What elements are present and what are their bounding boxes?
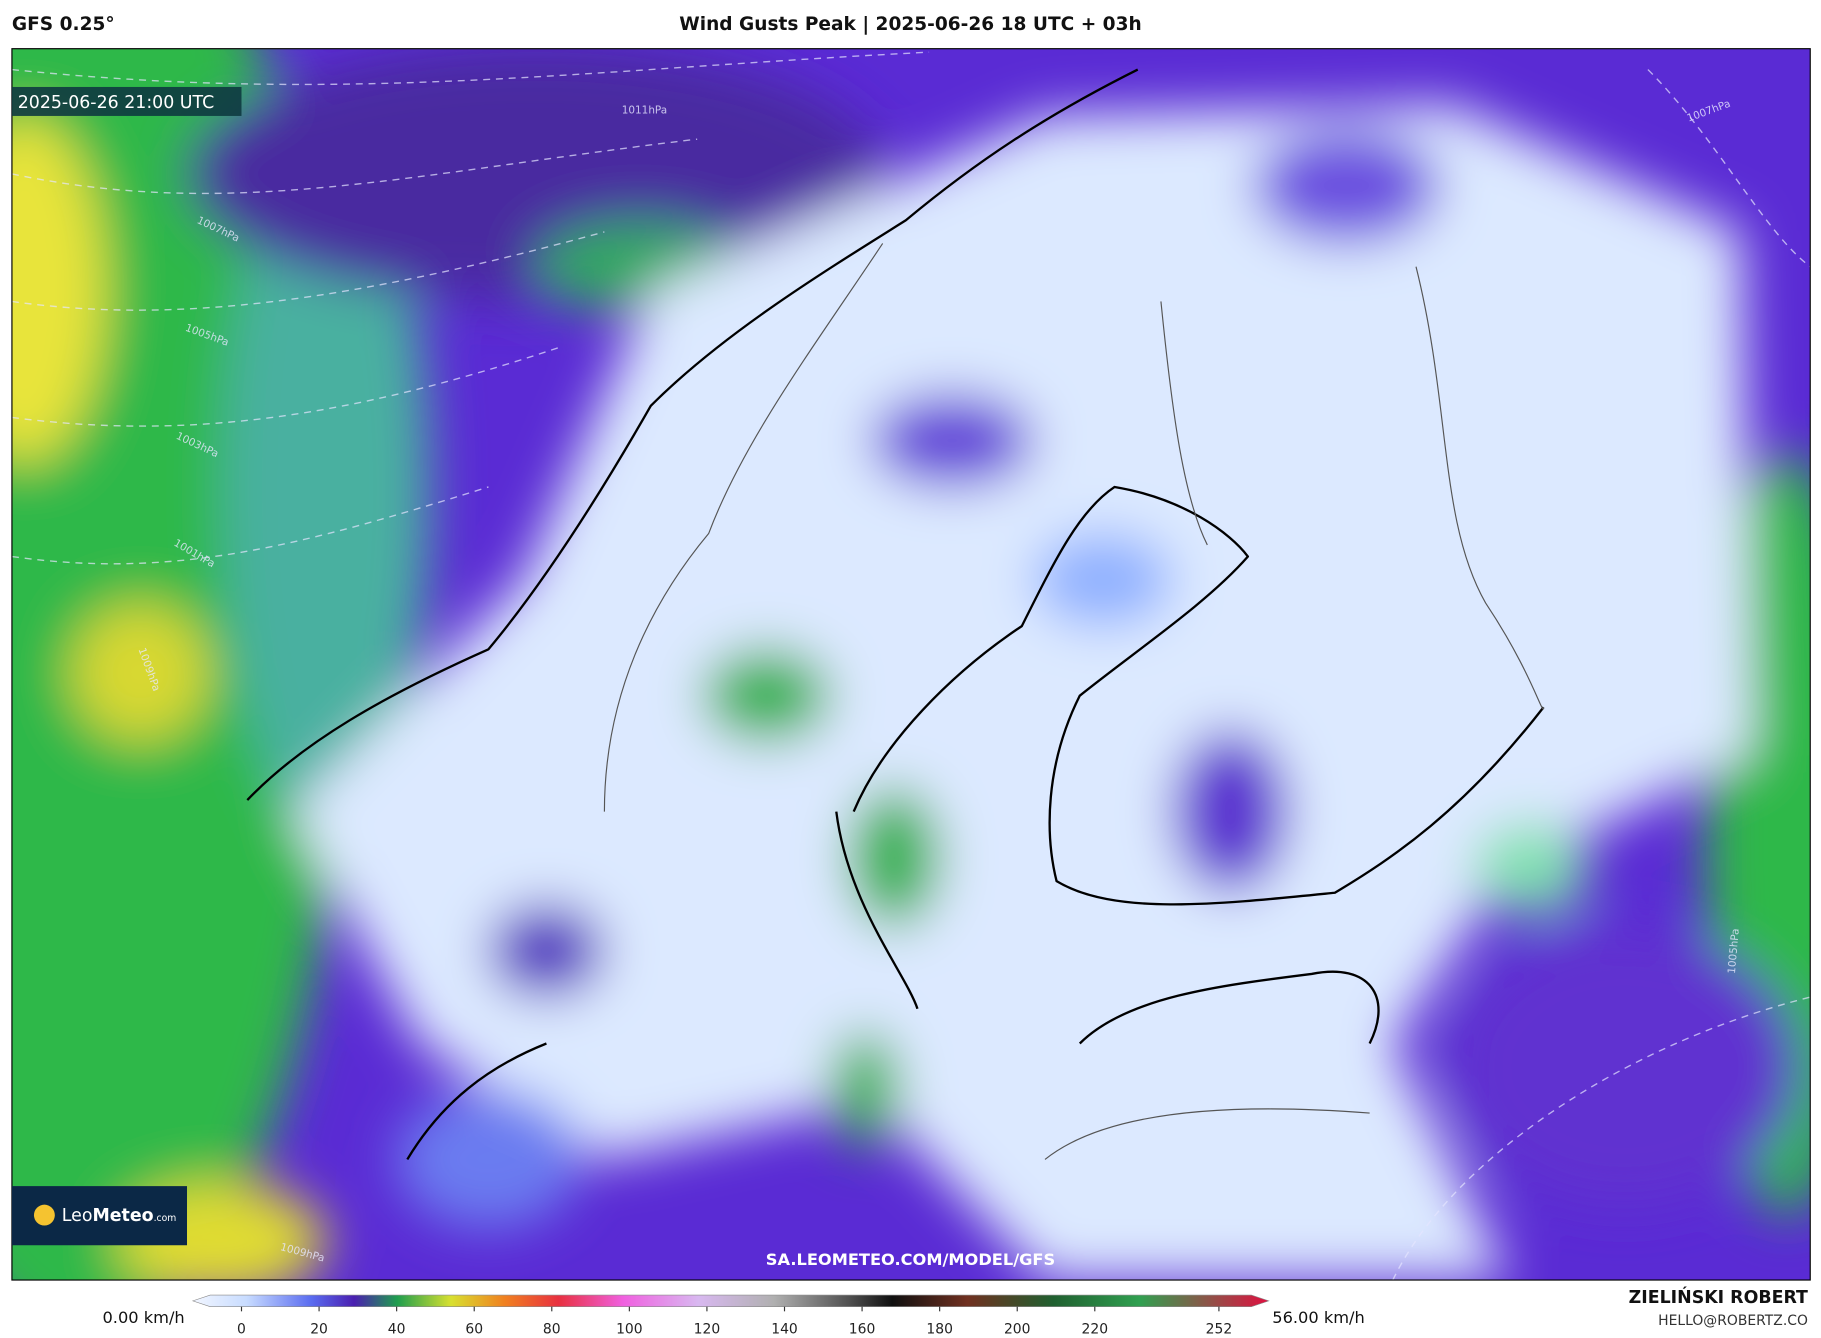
valid-time: 2025-06-26 21:00 UTC xyxy=(18,93,215,113)
colorbar xyxy=(191,1294,1270,1307)
colorbar-tick-label: 220 xyxy=(1082,1321,1109,1337)
map-title: Wind Gusts Peak | 2025-06-26 18 UTC + 03… xyxy=(679,14,1141,35)
map-frame xyxy=(11,48,1811,1281)
author: ZIELIŃSKI ROBERT xyxy=(1629,1286,1808,1308)
logo-light: Leo xyxy=(62,1206,93,1226)
colorbar-tick-label: 160 xyxy=(849,1321,876,1337)
isobar-label: 1011hPa xyxy=(622,105,667,117)
source-url: SA.LEOMETEO.COM/MODEL/GFS xyxy=(766,1250,1055,1269)
email: HELLO@ROBERTZ.CO xyxy=(1658,1313,1808,1329)
model-name: GFS 0.25° xyxy=(12,14,115,35)
isobar-label: 1005hPa xyxy=(1726,928,1742,974)
colorbar-tick-label: 20 xyxy=(310,1321,328,1337)
colorbar-tick-label: 80 xyxy=(543,1321,561,1337)
logo-suffix: .com xyxy=(154,1213,177,1224)
colorbar-tick-label: 120 xyxy=(694,1321,721,1337)
colorbar-tick-label: 200 xyxy=(1004,1321,1031,1337)
colorbar-tick-label: 252 xyxy=(1206,1321,1233,1337)
colorbar-tick-label: 100 xyxy=(616,1321,643,1337)
colorbar-ticks: 0 20 40 60 80 100 120 140 160 180 200 220 252 xyxy=(237,1306,1233,1337)
colorbar-tick-label: 60 xyxy=(465,1321,483,1337)
colorbar-max: 56.00 km/h xyxy=(1272,1308,1365,1327)
valid-time-box xyxy=(11,86,242,116)
logo-sun xyxy=(33,1204,55,1226)
colorbar-tick-label: 180 xyxy=(926,1321,953,1337)
colorbar-tick-label: 140 xyxy=(771,1321,798,1337)
logo-bold: Meteo xyxy=(92,1206,153,1226)
colorbar-min: 0.00 km/h xyxy=(102,1308,184,1327)
colorbar-tick-label: 0 xyxy=(237,1321,246,1337)
colorbar-tick-label: 40 xyxy=(388,1321,406,1337)
logo-text: LeoMeteo.com xyxy=(62,1206,177,1226)
